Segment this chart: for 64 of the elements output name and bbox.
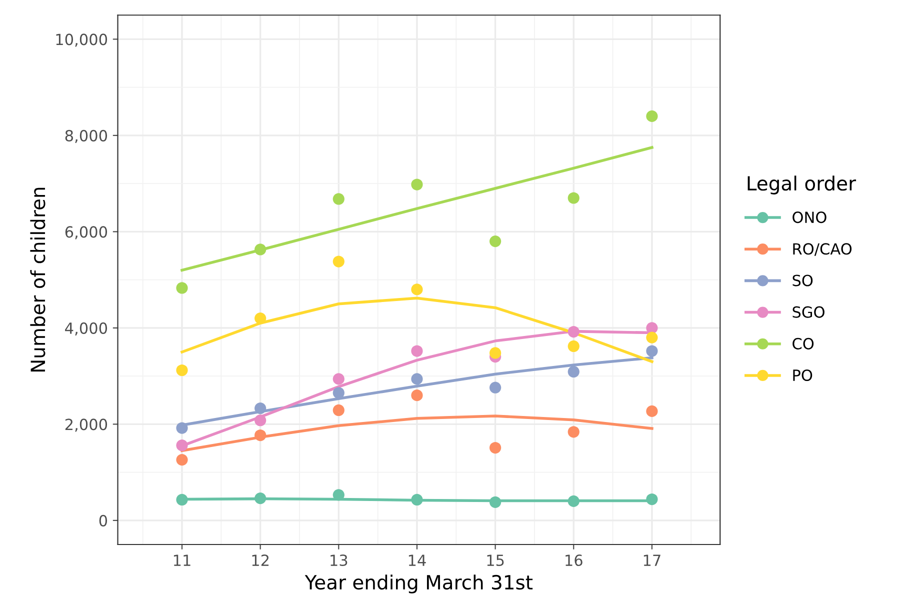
x-tick-label: 16	[566, 554, 582, 566]
point	[646, 332, 658, 344]
y-axis-title: Number of children	[30, 188, 46, 372]
legend-title: Legal order	[748, 176, 856, 194]
point	[254, 492, 266, 504]
point	[568, 192, 580, 204]
point	[176, 454, 188, 466]
point	[332, 489, 344, 501]
point	[254, 429, 266, 442]
point	[332, 373, 344, 385]
point	[646, 322, 658, 334]
point	[568, 326, 580, 338]
x-tick-label: 15	[487, 554, 504, 566]
point	[254, 414, 266, 426]
point	[176, 282, 188, 294]
point	[646, 405, 658, 418]
y-tick-label: 10,000	[56, 34, 108, 47]
legend-label: PO	[793, 369, 812, 382]
y-tick-label: 8,000	[65, 130, 108, 144]
point	[176, 422, 188, 434]
point	[254, 312, 266, 324]
point	[176, 494, 188, 506]
y-tick-label: 0	[99, 514, 108, 526]
point	[254, 244, 266, 256]
line-series	[180, 146, 654, 272]
point	[568, 340, 580, 352]
point	[332, 256, 344, 268]
point	[411, 494, 423, 506]
point	[411, 345, 423, 357]
point	[489, 442, 502, 454]
point	[489, 347, 502, 359]
legend-label: SGO	[792, 306, 824, 318]
x-tick-label: 13	[330, 554, 348, 566]
x-tick-label: 17	[644, 554, 660, 566]
point	[646, 110, 658, 122]
legend-label: ONO	[792, 212, 826, 224]
x-tick-label: 11	[174, 554, 190, 566]
point	[254, 402, 266, 414]
point	[332, 193, 344, 205]
point	[176, 440, 188, 452]
point	[176, 364, 188, 376]
point	[568, 426, 580, 438]
x-axis-title: Year ending March 31st	[304, 574, 533, 594]
legend-label: RO/CAO	[793, 243, 852, 256]
y-tick-label: 2,000	[65, 418, 108, 432]
point	[332, 387, 344, 399]
point	[411, 373, 423, 385]
point	[489, 236, 502, 248]
point	[568, 366, 580, 378]
point	[568, 495, 580, 507]
point	[646, 493, 658, 506]
point	[646, 345, 658, 357]
x-tick-label: 12	[252, 554, 269, 566]
point	[411, 390, 423, 402]
point	[489, 382, 502, 394]
point	[489, 496, 502, 508]
x-tick-label: 14	[408, 554, 426, 566]
point	[332, 404, 344, 416]
legend-label: CO	[792, 338, 814, 350]
legend-label: SO	[792, 274, 813, 286]
point	[411, 284, 423, 296]
y-tick-label: 6,000	[65, 226, 108, 240]
point	[411, 178, 423, 190]
y-tick-label: 4,000	[65, 322, 108, 336]
